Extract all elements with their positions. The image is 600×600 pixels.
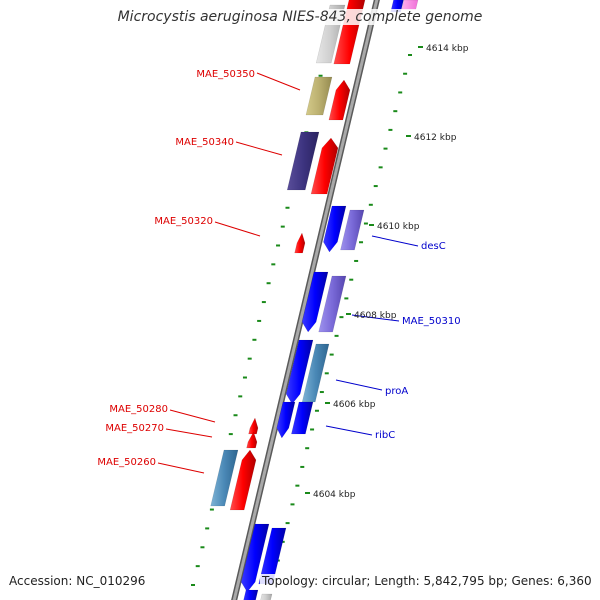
scale-label: 4614 kbp	[426, 44, 469, 54]
leader-line	[169, 409, 216, 423]
gene-navy	[286, 131, 320, 191]
gene-blue	[291, 401, 314, 435]
gene-red	[294, 232, 306, 254]
leader-line	[157, 462, 205, 474]
gene-blue	[240, 523, 270, 593]
gene-red	[248, 417, 259, 435]
gene-red	[229, 449, 257, 511]
scale-label: 4610 kbp	[377, 222, 420, 232]
leader-line	[371, 235, 419, 247]
leader-line	[335, 379, 383, 391]
gene-label-forward: proA	[385, 386, 408, 397]
gene-red	[246, 431, 258, 449]
scale-label: 4608 kbp	[354, 311, 397, 321]
gene-label-reverse: MAE_50270	[105, 423, 164, 434]
gene-blue	[243, 589, 259, 600]
leader-line	[351, 314, 400, 322]
gene-label-reverse: MAE_50350	[196, 69, 255, 80]
gene-steel	[210, 449, 239, 507]
leader-line	[214, 221, 261, 237]
gene-blue	[285, 339, 314, 405]
topology-label: Topology: circular; Length: 5,842,795 bp…	[260, 574, 594, 588]
gene-label-forward: MAE_50310	[402, 316, 461, 327]
gene-blue	[276, 401, 296, 439]
leader-line	[325, 425, 373, 436]
scale-label: 4612 kbp	[414, 133, 457, 143]
gene-label-forward: desC	[421, 241, 446, 252]
gene-label-reverse: MAE_50340	[175, 137, 234, 148]
map-title: Microcystis aeruginosa NIES-843, complet…	[0, 9, 600, 25]
leader-line	[256, 72, 301, 91]
gene-label-forward: ribC	[375, 430, 395, 441]
accession-label: Accession: NC_010296	[9, 574, 146, 588]
gene-blue	[301, 271, 329, 333]
gene-olive	[305, 76, 333, 116]
gene-red	[328, 79, 351, 121]
scale-label: 4604 kbp	[313, 490, 356, 500]
gene-grey	[260, 593, 273, 600]
gene-purple	[318, 275, 347, 333]
gene-label-reverse: MAE_50320	[154, 216, 213, 227]
gene-blue	[323, 205, 347, 253]
gene-label-reverse: MAE_50280	[109, 404, 168, 415]
leader-line	[235, 141, 283, 156]
gene-purple	[340, 209, 365, 251]
backbone	[232, 0, 379, 600]
scale-label: 4606 kbp	[333, 400, 376, 410]
gene-red	[310, 137, 339, 195]
gene-steel	[301, 343, 330, 403]
leader-line	[165, 428, 213, 438]
gene-label-reverse: MAE_50260	[97, 457, 156, 468]
